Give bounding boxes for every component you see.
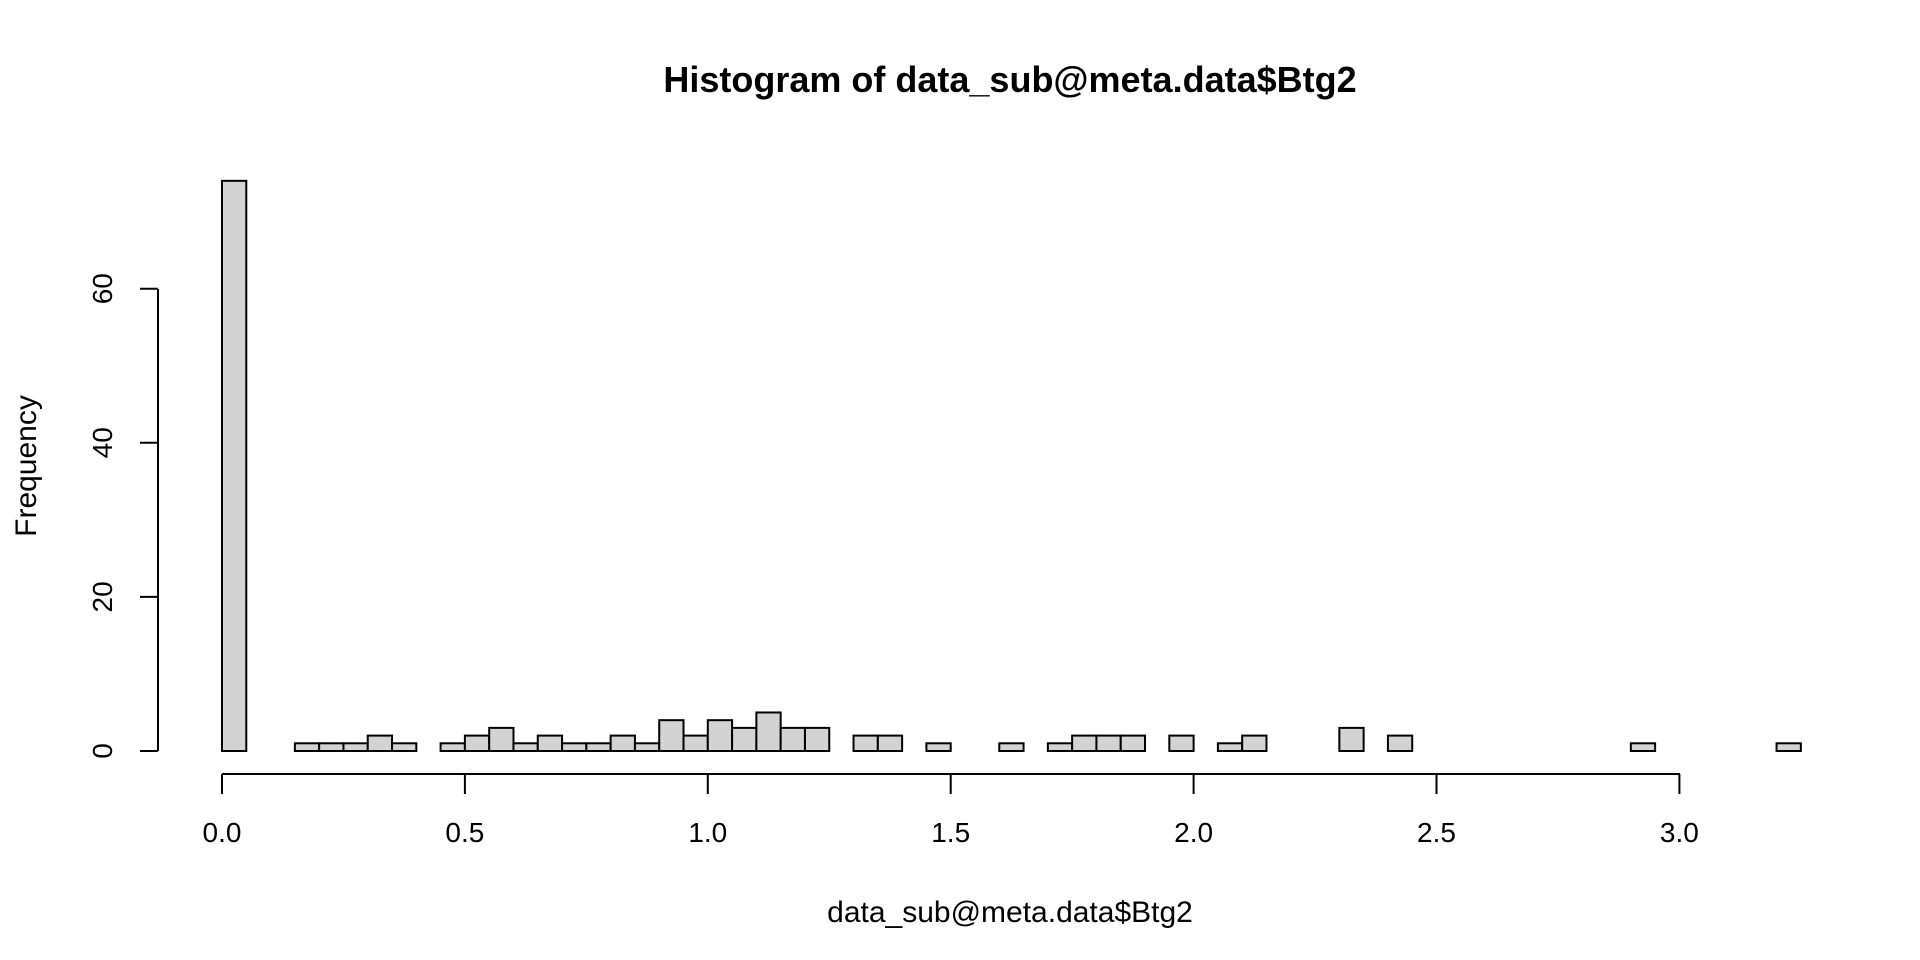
histogram-bar xyxy=(561,742,588,752)
chart-title: Histogram of data_sub@meta.data$Btg2 xyxy=(663,59,1356,100)
histogram-bar xyxy=(536,734,564,753)
histogram-bar xyxy=(731,726,758,753)
histogram-bar xyxy=(779,726,806,753)
histogram-bar xyxy=(1775,742,1802,752)
histogram-bar xyxy=(318,742,345,752)
histogram-bar xyxy=(488,726,515,753)
histogram-bar xyxy=(366,734,394,753)
histogram-bar xyxy=(1629,742,1657,752)
x-tick-label: 2.0 xyxy=(1174,817,1213,848)
histogram-bar xyxy=(1386,734,1414,753)
x-axis-label: data_sub@meta.data$Btg2 xyxy=(827,896,1193,929)
histogram-bar xyxy=(1046,742,1074,752)
histogram-bar xyxy=(1119,734,1147,753)
histogram-bar xyxy=(342,742,369,752)
histogram-bar xyxy=(876,734,904,753)
histogram-bar xyxy=(998,742,1025,752)
histogram-bar xyxy=(1216,742,1244,752)
histogram-bar xyxy=(512,742,539,752)
histogram-bar xyxy=(682,734,709,753)
x-tick-label: 2.5 xyxy=(1417,817,1456,848)
y-tick-label: 40 xyxy=(87,427,118,458)
histogram-bar xyxy=(609,734,636,753)
x-axis: 0.0 0.5 1.0 1.5 2.0 2.5 3.0 xyxy=(203,773,1699,848)
histogram-bar xyxy=(463,734,491,753)
histogram-bar xyxy=(1241,734,1268,753)
x-tick-label: 3.0 xyxy=(1660,817,1699,848)
x-tick-label: 0.0 xyxy=(203,817,242,848)
histogram-bar xyxy=(1338,726,1365,753)
histogram-bar xyxy=(706,719,734,752)
histogram-bar xyxy=(1071,734,1098,753)
histogram-bar xyxy=(1095,734,1122,753)
y-tick-label: 20 xyxy=(87,581,118,612)
histogram-bar xyxy=(293,742,321,752)
histogram-bar xyxy=(755,711,782,752)
histogram-bar xyxy=(803,726,831,753)
histogram-bar xyxy=(852,734,879,753)
histogram-bar xyxy=(1168,734,1195,753)
x-tick-label: 1.5 xyxy=(931,817,970,848)
histogram-bar xyxy=(925,742,952,752)
x-tick-label: 0.5 xyxy=(445,817,484,848)
y-axis: 0 20 40 60 xyxy=(87,273,159,759)
bars-group xyxy=(221,179,1802,753)
y-axis-label: Frequency xyxy=(10,395,43,537)
histogram-bar xyxy=(221,179,248,752)
y-tick-label: 0 xyxy=(87,743,118,759)
histogram-bar xyxy=(585,742,612,752)
x-tick-label: 1.0 xyxy=(688,817,727,848)
histogram-bar xyxy=(391,742,418,752)
histogram-bar xyxy=(658,719,685,752)
histogram-bar xyxy=(633,742,661,752)
y-tick-label: 60 xyxy=(87,273,118,304)
histogram-bar xyxy=(439,742,466,752)
